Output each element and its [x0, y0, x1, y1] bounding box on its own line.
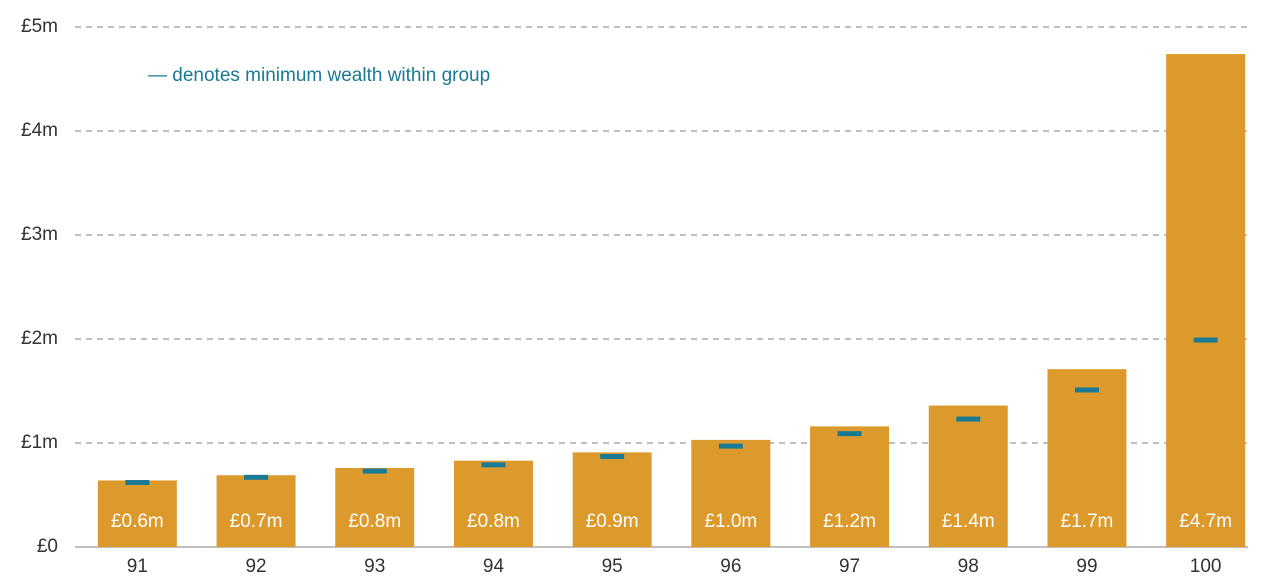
x-tick-label: 98 — [958, 556, 979, 577]
y-tick-label: £4m — [21, 120, 58, 141]
value-label: £0.6m — [111, 511, 164, 532]
x-tick-label: 96 — [720, 556, 741, 577]
x-tick-label: 100 — [1190, 556, 1222, 577]
y-tick-label: £1m — [21, 432, 58, 453]
x-tick-label: 95 — [602, 556, 623, 577]
minimum-marker — [1074, 387, 1099, 393]
value-label: £1.2m — [823, 511, 876, 532]
minimum-marker — [600, 454, 625, 460]
value-label: £1.7m — [1061, 511, 1114, 532]
minimum-marker — [125, 480, 150, 486]
x-tick-label: 92 — [245, 556, 266, 577]
minimum-marker — [718, 443, 743, 449]
minimum-marker — [956, 416, 981, 422]
bar — [1047, 369, 1127, 547]
x-tick-label: 99 — [1076, 556, 1097, 577]
y-tick-label: £3m — [21, 224, 58, 245]
minimum-marker — [362, 468, 387, 474]
x-tick-label: 91 — [127, 556, 148, 577]
x-tick-label: 97 — [839, 556, 860, 577]
value-label: £0.8m — [467, 511, 520, 532]
x-tick-label: 94 — [483, 556, 505, 577]
value-label: £0.8m — [348, 511, 401, 532]
bar — [335, 467, 415, 547]
y-tick-label: £5m — [21, 16, 58, 37]
value-label: £4.7m — [1179, 511, 1232, 532]
bar — [97, 480, 177, 547]
value-label: £0.7m — [230, 511, 283, 532]
x-tick-label: 93 — [364, 556, 385, 577]
bar — [691, 439, 771, 547]
y-tick-label: £2m — [21, 328, 58, 349]
value-label: £1.4m — [942, 511, 995, 532]
bar — [928, 405, 1008, 547]
bar — [1166, 54, 1246, 547]
bar — [810, 426, 890, 547]
annotation: — denotes minimum wealth within group — [148, 65, 490, 86]
bar — [453, 460, 533, 547]
value-label: £1.0m — [704, 511, 757, 532]
minimum-marker — [481, 462, 506, 468]
minimum-marker — [1193, 337, 1218, 343]
minimum-marker — [837, 431, 862, 437]
y-tick-label: £0 — [37, 536, 58, 557]
bar — [216, 475, 296, 547]
minimum-marker — [244, 474, 269, 480]
value-label: £0.9m — [586, 511, 639, 532]
bar — [572, 452, 652, 547]
